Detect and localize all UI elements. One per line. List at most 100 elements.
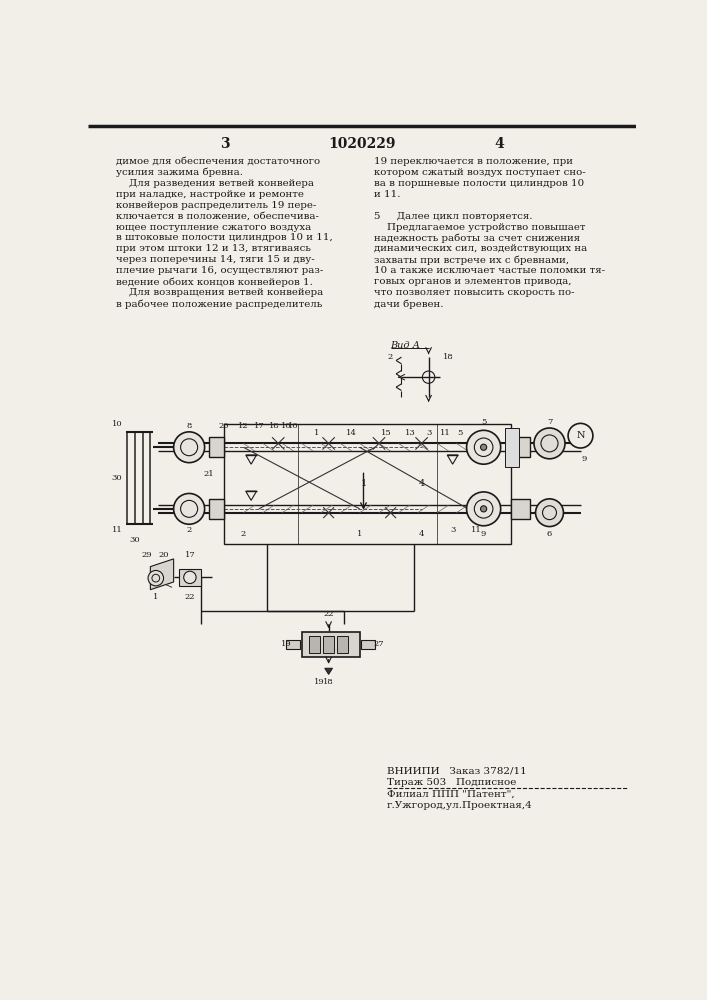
Text: 17: 17 xyxy=(185,551,195,559)
Circle shape xyxy=(481,444,486,450)
Text: 22: 22 xyxy=(185,593,195,601)
Text: динамических сил, воздействующих на: динамических сил, воздействующих на xyxy=(373,244,587,253)
Polygon shape xyxy=(325,668,332,674)
Text: 6: 6 xyxy=(547,530,552,538)
Text: плечие рычаги 16, осуществляют раз-: плечие рычаги 16, осуществляют раз- xyxy=(115,266,323,275)
Text: 10: 10 xyxy=(288,422,299,430)
Text: ведение обоих концов конвейеров 1.: ведение обоих концов конвейеров 1. xyxy=(115,277,312,287)
Circle shape xyxy=(534,428,565,459)
Text: 15: 15 xyxy=(381,429,392,437)
Text: 1: 1 xyxy=(153,593,158,601)
Text: 4: 4 xyxy=(419,479,425,488)
Text: 9: 9 xyxy=(582,455,587,463)
Bar xyxy=(337,636,348,653)
Text: ключается в положение, обеспечива-: ключается в положение, обеспечива- xyxy=(115,212,318,221)
Text: 4: 4 xyxy=(419,530,424,538)
Text: говых органов и элементов привода,: говых органов и элементов привода, xyxy=(373,277,571,286)
Text: дачи бревен.: дачи бревен. xyxy=(373,299,443,309)
Bar xyxy=(323,636,334,653)
Text: 14: 14 xyxy=(346,429,357,437)
Text: 2: 2 xyxy=(387,353,392,361)
Text: и 11.: и 11. xyxy=(373,190,400,199)
Text: в рабочее положение распределитель: в рабочее положение распределитель xyxy=(115,299,322,309)
Text: надежность работы за счет снижения: надежность работы за счет снижения xyxy=(373,233,580,243)
Circle shape xyxy=(184,571,196,584)
Text: 11: 11 xyxy=(470,526,481,534)
Bar xyxy=(309,636,320,653)
Text: 3: 3 xyxy=(427,429,432,437)
Text: 27: 27 xyxy=(374,640,385,648)
Text: 3: 3 xyxy=(220,137,230,151)
Text: Предлагаемое устройство повышает: Предлагаемое устройство повышает xyxy=(373,223,585,232)
Text: 4: 4 xyxy=(494,137,504,151)
Text: в штоковые полости цилиндров 10 и 11,: в штоковые полости цилиндров 10 и 11, xyxy=(115,233,332,242)
Bar xyxy=(209,499,224,519)
Text: ющее поступление сжатого воздуха: ющее поступление сжатого воздуха xyxy=(115,223,311,232)
Text: 20: 20 xyxy=(218,422,229,430)
Polygon shape xyxy=(151,559,174,590)
Text: 3: 3 xyxy=(450,526,455,534)
Text: 20: 20 xyxy=(158,551,169,559)
Bar xyxy=(209,437,224,457)
Text: конвейеров распределитель 19 пере-: конвейеров распределитель 19 пере- xyxy=(115,201,316,210)
Text: Тираж 503   Подписное: Тираж 503 Подписное xyxy=(387,778,516,787)
Circle shape xyxy=(467,430,501,464)
Text: 22: 22 xyxy=(323,610,334,618)
Text: 1: 1 xyxy=(361,479,367,488)
Bar xyxy=(361,640,375,649)
Text: 18: 18 xyxy=(323,678,334,686)
Circle shape xyxy=(481,506,486,512)
Circle shape xyxy=(174,432,204,463)
Text: 12: 12 xyxy=(238,422,249,430)
Text: 7: 7 xyxy=(547,418,552,426)
Bar xyxy=(179,569,201,586)
Text: 11: 11 xyxy=(440,429,450,437)
Text: ВНИИПИ   Заказ 3782/11: ВНИИПИ Заказ 3782/11 xyxy=(387,767,527,776)
Text: при наладке, настройке и ремонте: при наладке, настройке и ремонте xyxy=(115,190,303,199)
Text: 17: 17 xyxy=(254,422,264,430)
Text: 5: 5 xyxy=(457,429,463,437)
Text: 5: 5 xyxy=(481,418,486,426)
Text: 30: 30 xyxy=(112,474,122,482)
Text: 2: 2 xyxy=(187,526,192,534)
Text: 19 переключается в положение, при: 19 переключается в положение, при xyxy=(373,157,573,166)
Text: 1: 1 xyxy=(357,530,362,538)
Text: 21: 21 xyxy=(203,470,214,478)
Circle shape xyxy=(535,499,563,527)
Text: ва в поршневые полости цилиндров 10: ва в поршневые полости цилиндров 10 xyxy=(373,179,584,188)
Text: г.Ужгород,ул.Проектная,4: г.Ужгород,ул.Проектная,4 xyxy=(387,801,532,810)
Text: 10: 10 xyxy=(112,420,122,428)
Circle shape xyxy=(148,570,163,586)
Text: Филиал ППП "Патент",: Филиал ППП "Патент", xyxy=(387,790,515,799)
Text: что позволяет повысить скорость по-: что позволяет повысить скорость по- xyxy=(373,288,574,297)
Bar xyxy=(224,424,510,544)
Bar xyxy=(510,437,530,457)
Text: 10: 10 xyxy=(281,422,291,430)
Text: 18: 18 xyxy=(443,353,453,361)
Text: усилия зажима бревна.: усилия зажима бревна. xyxy=(115,168,243,177)
Text: 10 а также исключает частые поломки тя-: 10 а также исключает частые поломки тя- xyxy=(373,266,604,275)
Bar xyxy=(510,499,530,519)
Text: димое для обеспечения достаточного: димое для обеспечения достаточного xyxy=(115,157,320,166)
Text: Для разведения ветвей конвейера: Для разведения ветвей конвейера xyxy=(115,179,313,188)
Text: 30: 30 xyxy=(129,536,140,544)
Text: 1020229: 1020229 xyxy=(328,137,396,151)
Text: 19: 19 xyxy=(314,678,325,686)
Text: 2: 2 xyxy=(241,530,246,538)
Circle shape xyxy=(467,492,501,526)
Text: Для возвращения ветвей конвейера: Для возвращения ветвей конвейера xyxy=(115,288,323,297)
Bar xyxy=(301,632,360,657)
Text: котором сжатый воздух поступает сно-: котором сжатый воздух поступает сно- xyxy=(373,168,585,177)
Text: 11: 11 xyxy=(112,526,122,534)
Text: захваты при встрече их с бревнами,: захваты при встрече их с бревнами, xyxy=(373,255,568,265)
Bar xyxy=(506,428,519,466)
Text: через поперечины 14, тяги 15 и дву-: через поперечины 14, тяги 15 и дву- xyxy=(115,255,314,264)
Text: N: N xyxy=(576,431,585,440)
Text: 8: 8 xyxy=(187,422,192,430)
Text: 13: 13 xyxy=(404,429,416,437)
Text: 29: 29 xyxy=(141,551,152,559)
Text: 19: 19 xyxy=(281,640,291,648)
Text: при этом штоки 12 и 13, втягиваясь: при этом штоки 12 и 13, втягиваясь xyxy=(115,244,310,253)
Bar xyxy=(286,640,300,649)
Text: 1: 1 xyxy=(315,429,320,437)
